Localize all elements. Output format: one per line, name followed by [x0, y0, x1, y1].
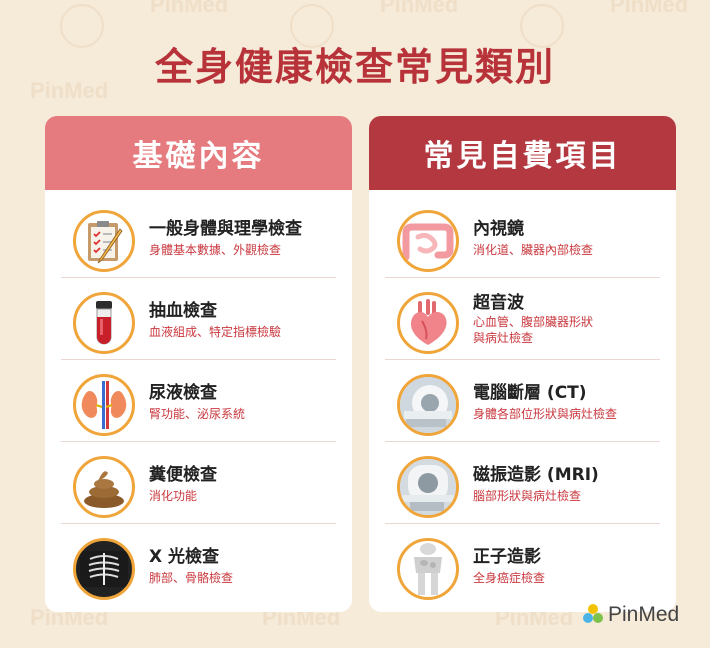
list-item: 糞便檢查 消化功能: [45, 442, 352, 524]
mri-scanner-icon: [397, 456, 459, 518]
intestine-icon: [397, 210, 459, 272]
list-item: 電腦斷層 (CT) 身體各部位形狀與病灶檢查: [369, 360, 676, 442]
divider: [385, 441, 660, 442]
item-title: 超音波: [473, 293, 524, 313]
brand-logo: PinMed: [582, 603, 679, 627]
item-subtitle: 血液組成、特定指標檢驗: [149, 325, 282, 339]
divider: [61, 523, 336, 524]
item-title: X 光檢查: [149, 547, 220, 567]
basic-items-card: 基礎內容 一般身體與理學檢查 身體基本數據、外觀檢查: [45, 116, 352, 612]
xray-icon: [73, 538, 135, 600]
item-subtitle: 腎功能、泌尿系統: [149, 407, 246, 421]
list-item: 磁振造影 (MRI) 腦部形狀與病灶檢查: [369, 442, 676, 524]
divider: [385, 359, 660, 360]
brand-name: PinMed: [608, 603, 680, 626]
list-item: 尿液檢查 腎功能、泌尿系統: [45, 360, 352, 442]
divider: [385, 277, 660, 278]
list-item: 一般身體與理學檢查 身體基本數據、外觀檢查: [45, 196, 352, 278]
watermark-cross-icon: [290, 4, 334, 48]
divider: [61, 277, 336, 278]
list-item: 內視鏡 消化道、臟器內部檢查: [369, 196, 676, 278]
list-item: X 光檢查 肺部、骨骼檢查: [45, 524, 352, 606]
card-header-self-paid: 常見自費項目: [369, 116, 676, 190]
item-title: 正子造影: [473, 547, 541, 567]
item-title: 一般身體與理學檢查: [149, 219, 302, 239]
clipboard-icon: [73, 210, 135, 272]
kidney-icon: [73, 374, 135, 436]
heart-icon: [397, 292, 459, 354]
watermark-cross-icon: [60, 4, 104, 48]
item-title: 尿液檢查: [149, 383, 217, 403]
item-subtitle: 全身癌症檢查: [473, 571, 546, 585]
watermark-text: PinMed: [150, 0, 229, 17]
item-subtitle: 身體基本數據、外觀檢查: [149, 243, 282, 257]
watermark-text: PinMed: [30, 78, 109, 103]
watermark-text: PinMed: [380, 0, 459, 17]
ct-scanner-icon: [397, 374, 459, 436]
blood-tube-icon: [73, 292, 135, 354]
item-title: 糞便檢查: [149, 465, 217, 485]
divider: [385, 523, 660, 524]
item-subtitle: 肺部、骨骼檢查: [149, 571, 234, 585]
watermark-cross-icon: [520, 4, 564, 48]
item-subtitle: 身體各部位形狀與病灶檢查: [473, 407, 618, 421]
card-header-basic: 基礎內容: [45, 116, 352, 190]
pinmed-logo-icon: [583, 604, 603, 623]
pet-scan-icon: [397, 538, 459, 600]
self-paid-items-card: 常見自費項目 內視鏡 消化道、臟器內部檢查 超音波 心血管、腹部臟器形狀 與病灶…: [369, 116, 676, 612]
item-subtitle: 消化道、臟器內部檢查: [473, 243, 594, 257]
item-title: 抽血檢查: [149, 301, 217, 321]
item-title: 磁振造影 (MRI): [473, 465, 599, 485]
watermark-text: PinMed: [610, 0, 689, 17]
list-item: 抽血檢查 血液組成、特定指標檢驗: [45, 278, 352, 360]
item-title: 內視鏡: [473, 219, 524, 239]
stool-icon: [73, 456, 135, 518]
list-item: 正子造影 全身癌症檢查: [369, 524, 676, 606]
page-title: 全身健康檢查常見類別: [154, 45, 555, 89]
item-title: 電腦斷層 (CT): [473, 383, 587, 403]
item-subtitle: 心血管、腹部臟器形狀 與病灶檢查: [473, 315, 594, 345]
list-item: 超音波 心血管、腹部臟器形狀 與病灶檢查: [369, 278, 676, 360]
divider: [61, 441, 336, 442]
item-subtitle: 腦部形狀與病灶檢查: [473, 489, 582, 503]
divider: [61, 359, 336, 360]
item-subtitle: 消化功能: [149, 489, 198, 503]
